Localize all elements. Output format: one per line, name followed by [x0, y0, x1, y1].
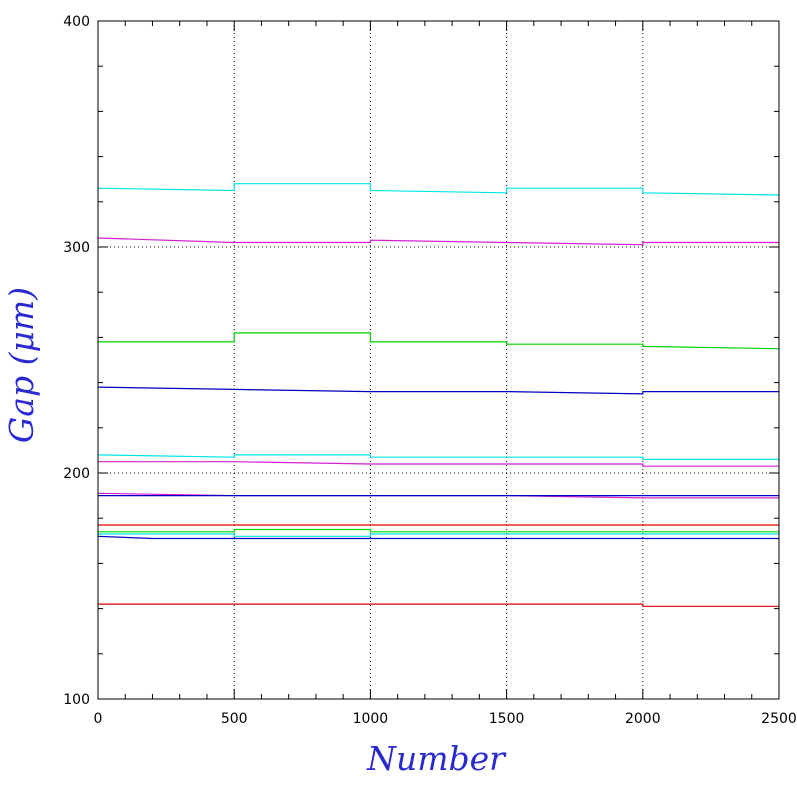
- y-axis-title: Gap (μm): [2, 287, 41, 443]
- x-axis-title: Number: [366, 739, 507, 778]
- y-tick-label: 400: [63, 14, 90, 30]
- x-tick-label: 1000: [353, 711, 389, 727]
- y-tick-label: 300: [63, 240, 90, 256]
- series-line-4: [97, 386, 779, 395]
- x-tick-label: 2500: [761, 711, 797, 727]
- y-tick-labels: 100 200 300 400: [63, 14, 90, 708]
- series-line-10: [98, 528, 779, 533]
- series-line-13: [98, 603, 779, 607]
- axis-ticks: [97, 20, 780, 700]
- plot-area-frame: [97, 20, 780, 700]
- series-line-3: [98, 332, 780, 350]
- x-tick-label: 500: [221, 711, 248, 727]
- y-tick-label: 100: [63, 692, 90, 708]
- series-line-5: [97, 454, 779, 460]
- x-tick-labels: 0 500 1000 1500 2000 2500: [94, 711, 797, 727]
- y-tick-label: 200: [63, 466, 90, 482]
- series-lines: [97, 183, 780, 607]
- x-tick-label: 1500: [489, 711, 525, 727]
- series-line-2: [97, 237, 779, 246]
- series-line-6: [98, 461, 779, 467]
- x-tick-label: 0: [94, 711, 103, 727]
- grid-lines: [98, 21, 779, 699]
- x-tick-label: 2000: [625, 711, 661, 727]
- series-line-12: [97, 535, 779, 540]
- series-line-11: [98, 533, 779, 537]
- series-line-1: [97, 183, 780, 196]
